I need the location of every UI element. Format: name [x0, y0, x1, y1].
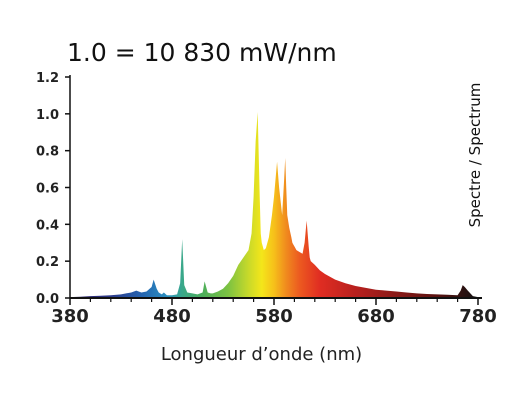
- x-tick-label: 480: [153, 306, 191, 327]
- chart-title: 1.0 = 10 830 mW/nm: [67, 38, 337, 67]
- y-tick-label: 0.0: [36, 292, 59, 307]
- y-tick-label: 0.6: [36, 182, 59, 197]
- x-tick-label: 780: [459, 306, 497, 327]
- x-tick-label: 680: [357, 306, 395, 327]
- x-tick-label: 580: [255, 306, 293, 327]
- y-tick-label: 1.2: [36, 71, 59, 86]
- y-tick-label: 0.2: [36, 255, 59, 270]
- spectrum-area: [70, 111, 478, 299]
- x-axis-label: Longueur d’onde (nm): [160, 344, 363, 365]
- y-tick-label: 0.4: [36, 218, 59, 233]
- y-tick-label: 1.0: [36, 108, 59, 123]
- x-tick-label: 380: [51, 306, 89, 327]
- y-tick-label: 0.8: [36, 145, 59, 160]
